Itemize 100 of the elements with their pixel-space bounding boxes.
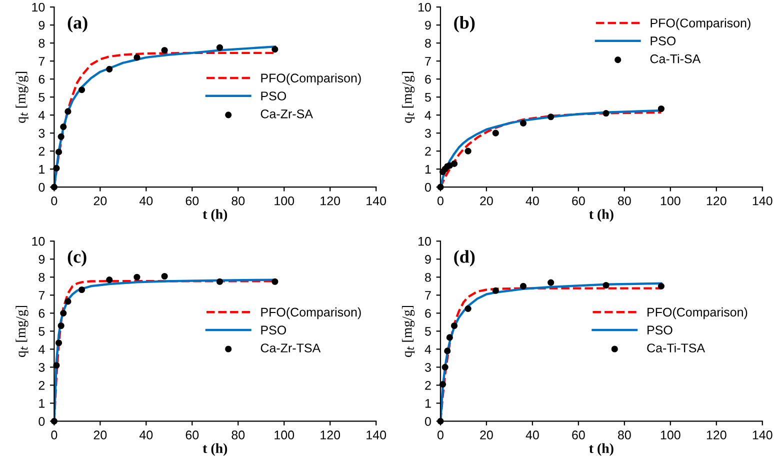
y-tick-label: 7 bbox=[425, 56, 431, 66]
legend-label: PFO(Comparison) bbox=[648, 307, 748, 320]
y-tick-label: 4 bbox=[424, 345, 432, 354]
y-tick-label: 7 bbox=[38, 56, 45, 66]
y-tick-label: 10 bbox=[32, 236, 45, 246]
point bbox=[216, 44, 224, 51]
y-tick-label: 1 bbox=[425, 165, 431, 174]
point bbox=[602, 110, 610, 117]
point bbox=[78, 86, 86, 94]
x-tick-label: 120 bbox=[320, 196, 340, 206]
y-tick-label: 10 bbox=[32, 2, 45, 12]
point bbox=[55, 340, 62, 346]
point bbox=[64, 298, 72, 305]
point bbox=[442, 364, 448, 370]
x-axis-title: t (h) bbox=[202, 443, 228, 456]
y-axis-title: q$_{t}$ [mg/g] bbox=[16, 72, 28, 123]
point bbox=[548, 114, 554, 120]
point bbox=[658, 105, 665, 112]
point bbox=[161, 272, 168, 280]
legend-label: Ca-Zr-SA bbox=[260, 109, 313, 118]
point bbox=[53, 164, 60, 172]
y-tick-label: 5 bbox=[424, 327, 431, 336]
point bbox=[492, 287, 499, 294]
y-tick-label: 6 bbox=[425, 74, 431, 84]
point bbox=[450, 322, 458, 330]
legend-label: PSO bbox=[261, 326, 286, 335]
y-tick-label: 6 bbox=[38, 74, 45, 84]
point bbox=[464, 148, 472, 154]
x-tick-label: 20 bbox=[94, 196, 107, 206]
y-tick-label: 3 bbox=[38, 362, 45, 372]
y-tick-label: 8 bbox=[38, 272, 45, 282]
y-tick-label: 0 bbox=[424, 417, 431, 426]
y-tick-label: 8 bbox=[38, 38, 45, 48]
x-tick-label: 40 bbox=[526, 196, 539, 206]
point bbox=[216, 278, 224, 285]
legend-label: PFO(Comparison) bbox=[261, 73, 361, 85]
x-tick-label: 60 bbox=[186, 430, 199, 440]
legend-label: PFO(Comparison) bbox=[650, 18, 750, 30]
point bbox=[439, 380, 446, 388]
y-tick-label: 9 bbox=[425, 254, 431, 264]
y-tick-label: 4 bbox=[38, 345, 45, 354]
x-tick-label: 20 bbox=[480, 196, 493, 206]
point bbox=[520, 120, 527, 126]
x-axis-title: t (h) bbox=[589, 443, 614, 456]
point bbox=[161, 46, 168, 54]
point bbox=[450, 160, 458, 167]
x-axis-title: t (h) bbox=[589, 209, 614, 222]
x-tick-label: 140 bbox=[752, 430, 772, 440]
y-tick-label: 6 bbox=[38, 308, 45, 318]
y-tick-label: 2 bbox=[425, 380, 431, 390]
point bbox=[106, 66, 113, 72]
x-tick-label: 140 bbox=[366, 430, 386, 440]
x-tick-label: 80 bbox=[232, 196, 245, 206]
point bbox=[134, 54, 140, 61]
x-tick-label: 80 bbox=[618, 196, 631, 206]
y-tick-label: 9 bbox=[425, 20, 431, 30]
x-tick-label: 80 bbox=[232, 430, 245, 440]
x-tick-label: 140 bbox=[366, 196, 386, 206]
chart-title: (c) bbox=[68, 250, 86, 266]
x-tick-label: 120 bbox=[706, 430, 726, 440]
x-tick-label: 100 bbox=[274, 430, 294, 440]
y-tick-label: 2 bbox=[425, 146, 431, 156]
y-axis-title: q$_{t}$ [mg/g] bbox=[402, 306, 415, 357]
x-tick-label: 60 bbox=[572, 196, 585, 206]
point bbox=[134, 274, 140, 280]
y-tick-label: 0 bbox=[38, 182, 45, 192]
point bbox=[658, 282, 665, 290]
x-tick-label: 40 bbox=[139, 430, 153, 440]
x-tick-label: 40 bbox=[139, 196, 153, 206]
point bbox=[53, 362, 60, 369]
y-axis-title: q$_{t}$ [mg/g] bbox=[402, 72, 415, 123]
point bbox=[602, 282, 610, 289]
point bbox=[520, 282, 527, 290]
y-tick-label: 5 bbox=[424, 92, 431, 102]
y-tick-label: 3 bbox=[38, 128, 45, 138]
x-tick-label: 40 bbox=[526, 430, 539, 440]
point bbox=[272, 278, 278, 285]
point bbox=[78, 286, 86, 294]
y-tick-label: 1 bbox=[39, 399, 45, 408]
point bbox=[55, 148, 62, 156]
x-tick-label: 80 bbox=[618, 430, 631, 440]
y-tick-label: 4 bbox=[38, 110, 45, 120]
point bbox=[446, 334, 453, 341]
point bbox=[60, 123, 67, 130]
point bbox=[60, 310, 67, 316]
y-tick-label: 0 bbox=[424, 182, 431, 192]
x-tick-label: 100 bbox=[274, 196, 294, 206]
point bbox=[58, 133, 64, 140]
y-tick-label: 2 bbox=[38, 146, 45, 156]
y-tick-label: 9 bbox=[38, 254, 45, 264]
point bbox=[58, 322, 64, 330]
point bbox=[106, 276, 113, 284]
y-tick-label: 5 bbox=[38, 327, 45, 336]
y-tick-label: 8 bbox=[425, 272, 431, 282]
point bbox=[548, 279, 554, 286]
y-tick-label: 10 bbox=[418, 236, 431, 246]
y-tick-label: 8 bbox=[425, 38, 431, 48]
x-tick-label: 140 bbox=[752, 196, 772, 206]
y-tick-label: 10 bbox=[418, 2, 431, 12]
y-tick-label: 3 bbox=[424, 128, 431, 138]
